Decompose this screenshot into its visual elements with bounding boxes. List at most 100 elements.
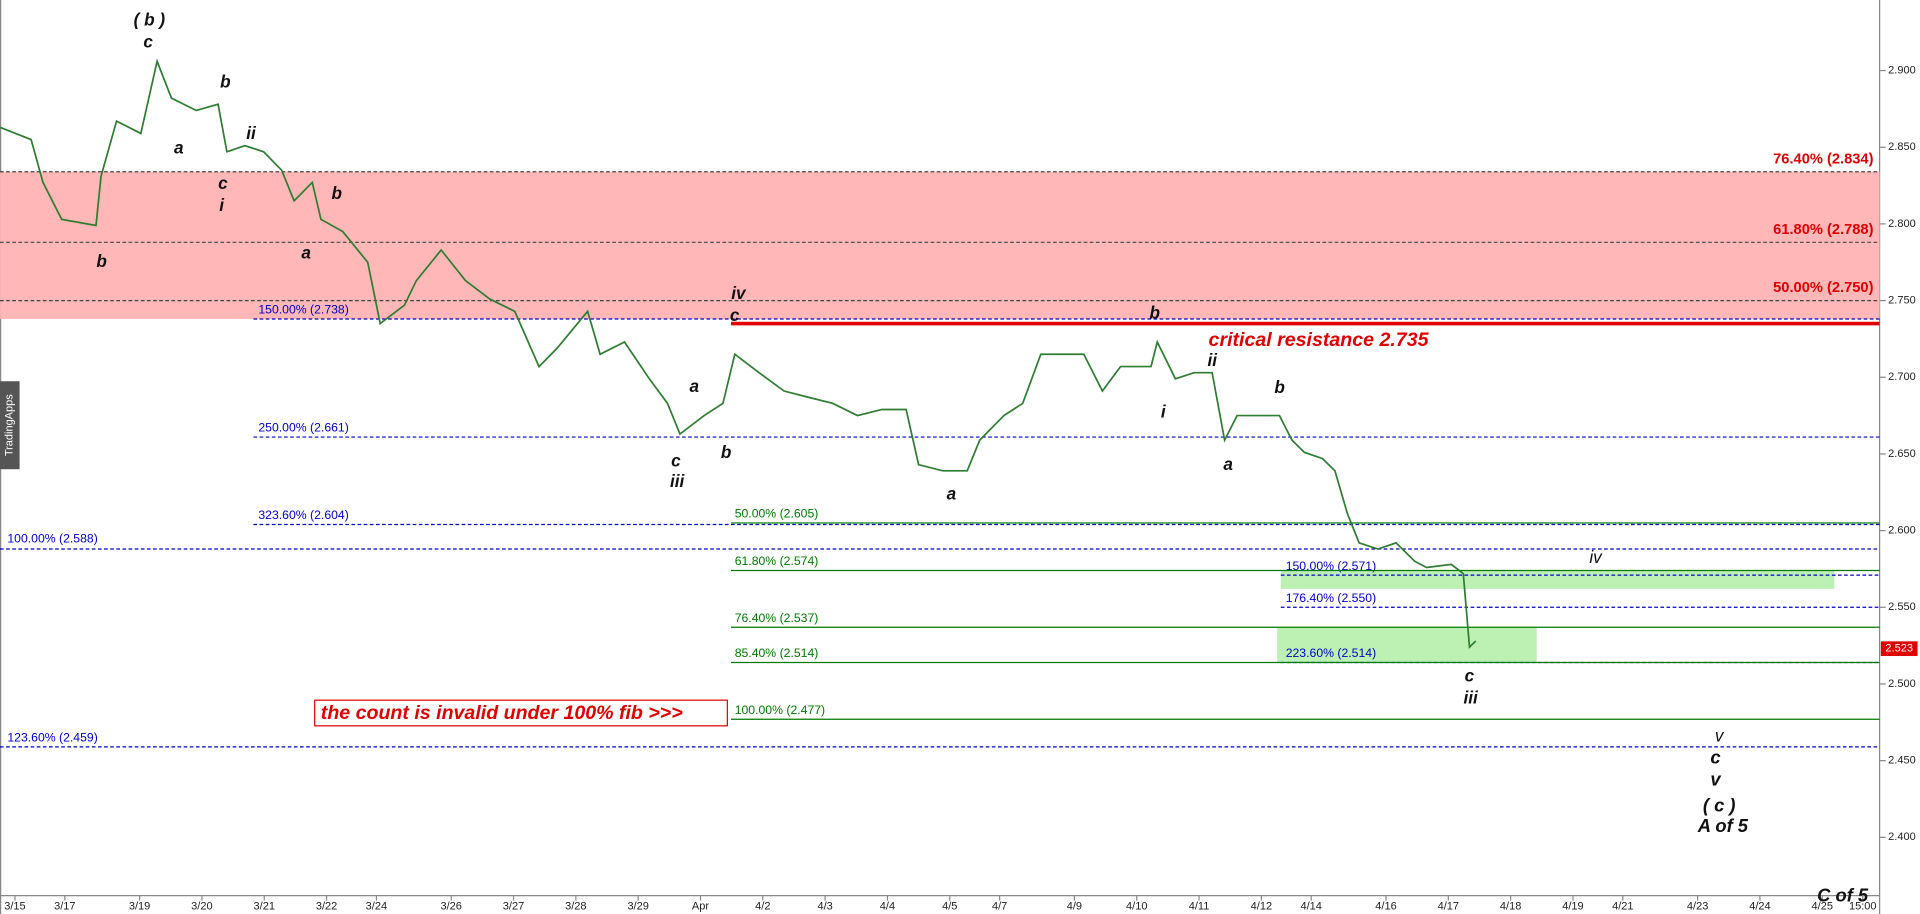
x-tick-label: 4/10	[1126, 901, 1147, 913]
wave-label: b	[96, 252, 106, 271]
wave-label: b	[1149, 304, 1159, 323]
fib-label: 100.00% (2.588)	[7, 531, 97, 545]
fib-label: 61.80% (2.788)	[1773, 222, 1873, 238]
wave-label: b	[332, 184, 342, 203]
y-tick-label: 2.400	[1888, 831, 1916, 843]
wave-label: c	[143, 32, 153, 51]
x-tick-label: 4/16	[1375, 901, 1396, 913]
watermark: TradingApps	[4, 394, 16, 456]
resistance-label: critical resistance 2.735	[1209, 329, 1430, 351]
x-tick-label: 3/20	[191, 901, 212, 913]
wave-label: c	[730, 306, 740, 325]
fib-label: 50.00% (2.605)	[735, 507, 819, 521]
last-price-tag	[1880, 641, 1918, 657]
y-tick-label: 2.650	[1888, 448, 1916, 460]
x-tick-label: 4/2	[755, 901, 770, 913]
x-tick-label: 4/25	[1812, 901, 1833, 913]
x-tick-label: 4/18	[1500, 901, 1521, 913]
y-tick-label: 2.850	[1888, 141, 1916, 153]
y-tick-label: 2.500	[1888, 678, 1916, 690]
wave-label: iii	[670, 472, 686, 491]
wave-label: i	[219, 196, 225, 215]
fib-zone	[1277, 627, 1537, 663]
price-line	[0, 58, 1477, 650]
x-tick-label: 3/22	[316, 901, 337, 913]
wave-label: i	[1161, 403, 1167, 422]
wave-label: a	[947, 484, 957, 503]
x-tick-label: 3/29	[627, 901, 648, 913]
wave-label: ii	[1207, 351, 1218, 370]
fib-label: 85.40% (2.514)	[735, 646, 819, 660]
x-tick-label: 4/21	[1612, 901, 1633, 913]
fib-label: 61.80% (2.574)	[735, 554, 819, 568]
x-tick-label: Apr	[692, 901, 709, 913]
x-tick-label: 4/14	[1301, 901, 1322, 913]
wave-label: A of 5	[1697, 815, 1749, 836]
wave-label: iv	[1589, 548, 1603, 567]
x-tick-label: 3/28	[565, 901, 586, 913]
wave-label: ( c )	[1703, 794, 1736, 815]
fib-label: 150.00% (2.738)	[258, 303, 348, 317]
watermark-badge	[0, 381, 20, 470]
wave-label: c	[1710, 747, 1720, 768]
y-tick-label: 2.900	[1888, 64, 1916, 76]
wave-label: c	[218, 174, 228, 193]
wave-label: b	[220, 73, 230, 92]
x-tick-label: 4/9	[1067, 901, 1082, 913]
fib-label: 176.40% (2.550)	[1286, 591, 1376, 605]
x-tick-label: 4/5	[942, 901, 957, 913]
x-tick-label: 4/23	[1687, 901, 1708, 913]
x-tick-label: 15:00	[1849, 901, 1877, 913]
fib-label: 76.40% (2.834)	[1773, 151, 1873, 167]
x-tick-label: 4/4	[880, 901, 895, 913]
x-tick-label: 3/24	[366, 901, 387, 913]
fib-zone	[1280, 570, 1835, 589]
footer: C of 5	[1817, 885, 1869, 906]
x-tick-label: 3/27	[503, 901, 524, 913]
fib-label: 150.00% (2.571)	[1286, 559, 1376, 573]
fib-label: 123.60% (2.459)	[7, 731, 97, 745]
x-tick-label: 3/26	[440, 901, 461, 913]
x-tick-label: 4/3	[817, 901, 832, 913]
wave-label: ii	[246, 124, 257, 143]
y-tick-label: 2.600	[1888, 525, 1916, 537]
x-tick-label: 4/12	[1251, 901, 1272, 913]
fib-label: 50.00% (2.750)	[1773, 280, 1873, 296]
note-box	[314, 699, 728, 727]
y-tick-label: 2.700	[1888, 371, 1916, 383]
fib-label: 100.00% (2.477)	[735, 703, 825, 717]
y-tick-label: 2.800	[1888, 218, 1916, 230]
wave-label: iv	[731, 284, 747, 303]
x-tick-label: 3/21	[254, 901, 275, 913]
fib-label: 76.40% (2.537)	[735, 611, 819, 625]
wave-label: c	[671, 451, 681, 470]
x-tick-label: 3/19	[129, 901, 150, 913]
y-tick-label: 2.550	[1888, 601, 1916, 613]
wave-label: c	[1465, 666, 1475, 685]
fib-label: 250.00% (2.661)	[258, 421, 348, 435]
x-tick-label: 4/19	[1562, 901, 1583, 913]
x-tick-label: 4/17	[1438, 901, 1459, 913]
x-tick-label: 4/11	[1189, 901, 1210, 913]
x-tick-label: 4/24	[1749, 901, 1770, 913]
wave-label: v	[1710, 769, 1722, 790]
wave-label: v	[1715, 726, 1725, 745]
wave-label: a	[690, 377, 700, 396]
fib-label: 223.60% (2.514)	[1286, 646, 1376, 660]
x-tick-label: 3/15	[4, 901, 25, 913]
y-tick-label: 2.750	[1888, 294, 1916, 306]
wave-label: a	[174, 139, 184, 158]
wave-label: iii	[1463, 688, 1479, 707]
wave-label: a	[1223, 455, 1233, 474]
fib-label: 323.60% (2.604)	[258, 508, 348, 522]
last-price-label: 2.523	[1885, 643, 1913, 655]
wave-label: b	[1274, 378, 1284, 397]
wave-label: ( b )	[134, 10, 166, 29]
y-tick-label: 2.450	[1888, 755, 1916, 767]
wave-label: b	[721, 443, 731, 462]
x-tick-label: 3/17	[54, 901, 75, 913]
fib-zone	[0, 171, 1880, 319]
wave-label: a	[301, 244, 311, 263]
